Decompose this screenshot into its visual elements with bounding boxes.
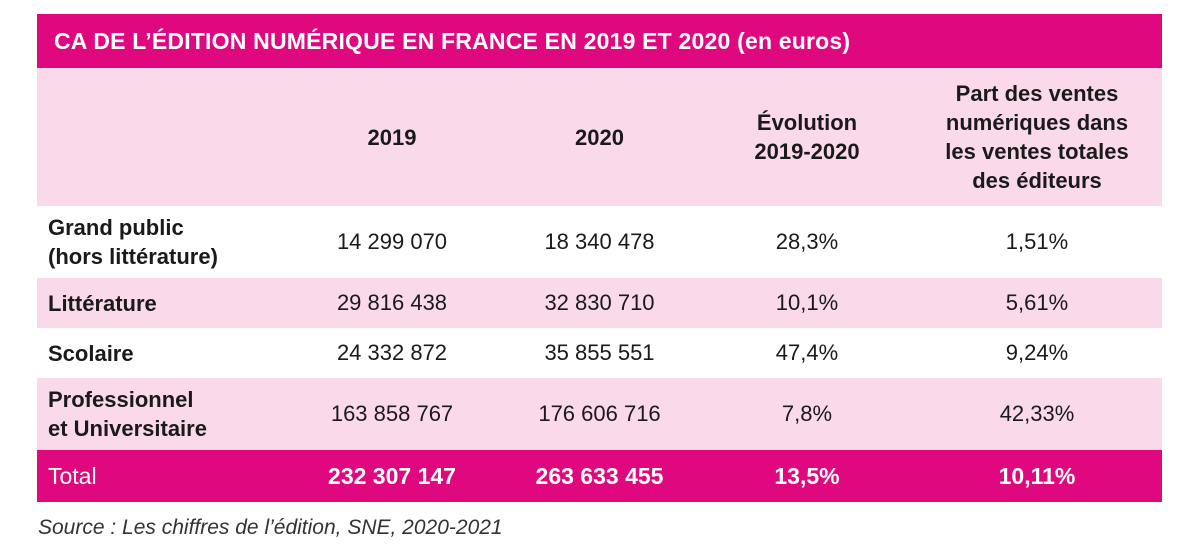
- table-row: Professionnel et Universitaire 163 858 7…: [37, 378, 1162, 450]
- revenue-table: 2019 2020 Évolution 2019-2020 Part des v…: [37, 68, 1162, 502]
- total-2020: 263 633 455: [535, 462, 664, 489]
- cell-2019: 29 816 438: [336, 290, 448, 315]
- cell-2019: 24 332 872: [336, 340, 448, 365]
- cell-evolution: 47,4%: [775, 340, 839, 365]
- cell-2019: 163 858 767: [330, 401, 454, 426]
- header-share-line4: des éditeurs: [972, 168, 1102, 193]
- table-title-unit: (en euros): [737, 27, 851, 54]
- row-label-line2: et Universitaire: [48, 416, 207, 441]
- revenue-table-figure: CA DE L’ÉDITION NUMÉRIQUE EN FRANCE EN 2…: [37, 14, 1162, 502]
- row-label: Littérature: [48, 290, 157, 316]
- cell-2020: 35 855 551: [544, 340, 655, 365]
- row-label: Scolaire: [48, 340, 134, 366]
- table-title: CA DE L’ÉDITION NUMÉRIQUE EN FRANCE EN 2…: [37, 14, 1162, 68]
- table-row: Grand public (hors littérature) 14 299 0…: [37, 206, 1162, 278]
- row-label-line2: (hors littérature): [48, 244, 218, 269]
- header-2019: 2019: [367, 124, 417, 150]
- total-label: Total: [48, 462, 97, 489]
- header-evolution-line1: Évolution: [756, 110, 858, 135]
- total-evolution: 13,5%: [774, 462, 840, 489]
- table-row: Littérature 29 816 438 32 830 710 10,1% …: [37, 278, 1162, 328]
- source-note: Source : Les chiffres de l’édition, SNE,…: [38, 516, 503, 539]
- header-row: 2019 2020 Évolution 2019-2020 Part des v…: [37, 68, 1162, 206]
- header-share: Part des ventes numériques dans les vent…: [912, 68, 1162, 206]
- cell-2020: 18 340 478: [544, 229, 655, 254]
- cell-evolution: 28,3%: [775, 229, 839, 254]
- row-label: Grand public (hors littérature): [37, 206, 287, 278]
- cell-share: 9,24%: [1005, 340, 1069, 365]
- header-empty: [37, 68, 287, 206]
- header-share-line2: numériques dans: [945, 110, 1129, 135]
- cell-evolution: 7,8%: [781, 401, 833, 426]
- total-row: Total 232 307 147 263 633 455 13,5% 10,1…: [37, 450, 1162, 502]
- cell-share: 1,51%: [1005, 229, 1069, 254]
- row-label-line1: Grand public: [48, 215, 184, 240]
- header-share-line3: les ventes totales: [945, 139, 1129, 164]
- row-label-line1: Professionnel: [48, 387, 194, 412]
- table-row: Scolaire 24 332 872 35 855 551 47,4% 9,2…: [37, 328, 1162, 378]
- cell-2020: 176 606 716: [538, 401, 661, 426]
- cell-2019: 14 299 070: [336, 229, 448, 254]
- header-share-line1: Part des ventes: [955, 81, 1119, 106]
- table-title-main: CA DE L’ÉDITION NUMÉRIQUE EN FRANCE EN 2…: [54, 27, 731, 54]
- cell-share: 5,61%: [1005, 290, 1069, 315]
- header-evolution-line2: 2019-2020: [754, 139, 860, 164]
- total-2019: 232 307 147: [328, 462, 456, 489]
- header-evolution: Évolution 2019-2020: [702, 68, 912, 206]
- cell-evolution: 10,1%: [775, 290, 839, 315]
- cell-2020: 32 830 710: [544, 290, 655, 315]
- row-label: Professionnel et Universitaire: [37, 378, 287, 450]
- header-2020: 2020: [575, 124, 624, 150]
- cell-share: 42,33%: [999, 401, 1075, 426]
- total-share: 10,11%: [998, 462, 1076, 489]
